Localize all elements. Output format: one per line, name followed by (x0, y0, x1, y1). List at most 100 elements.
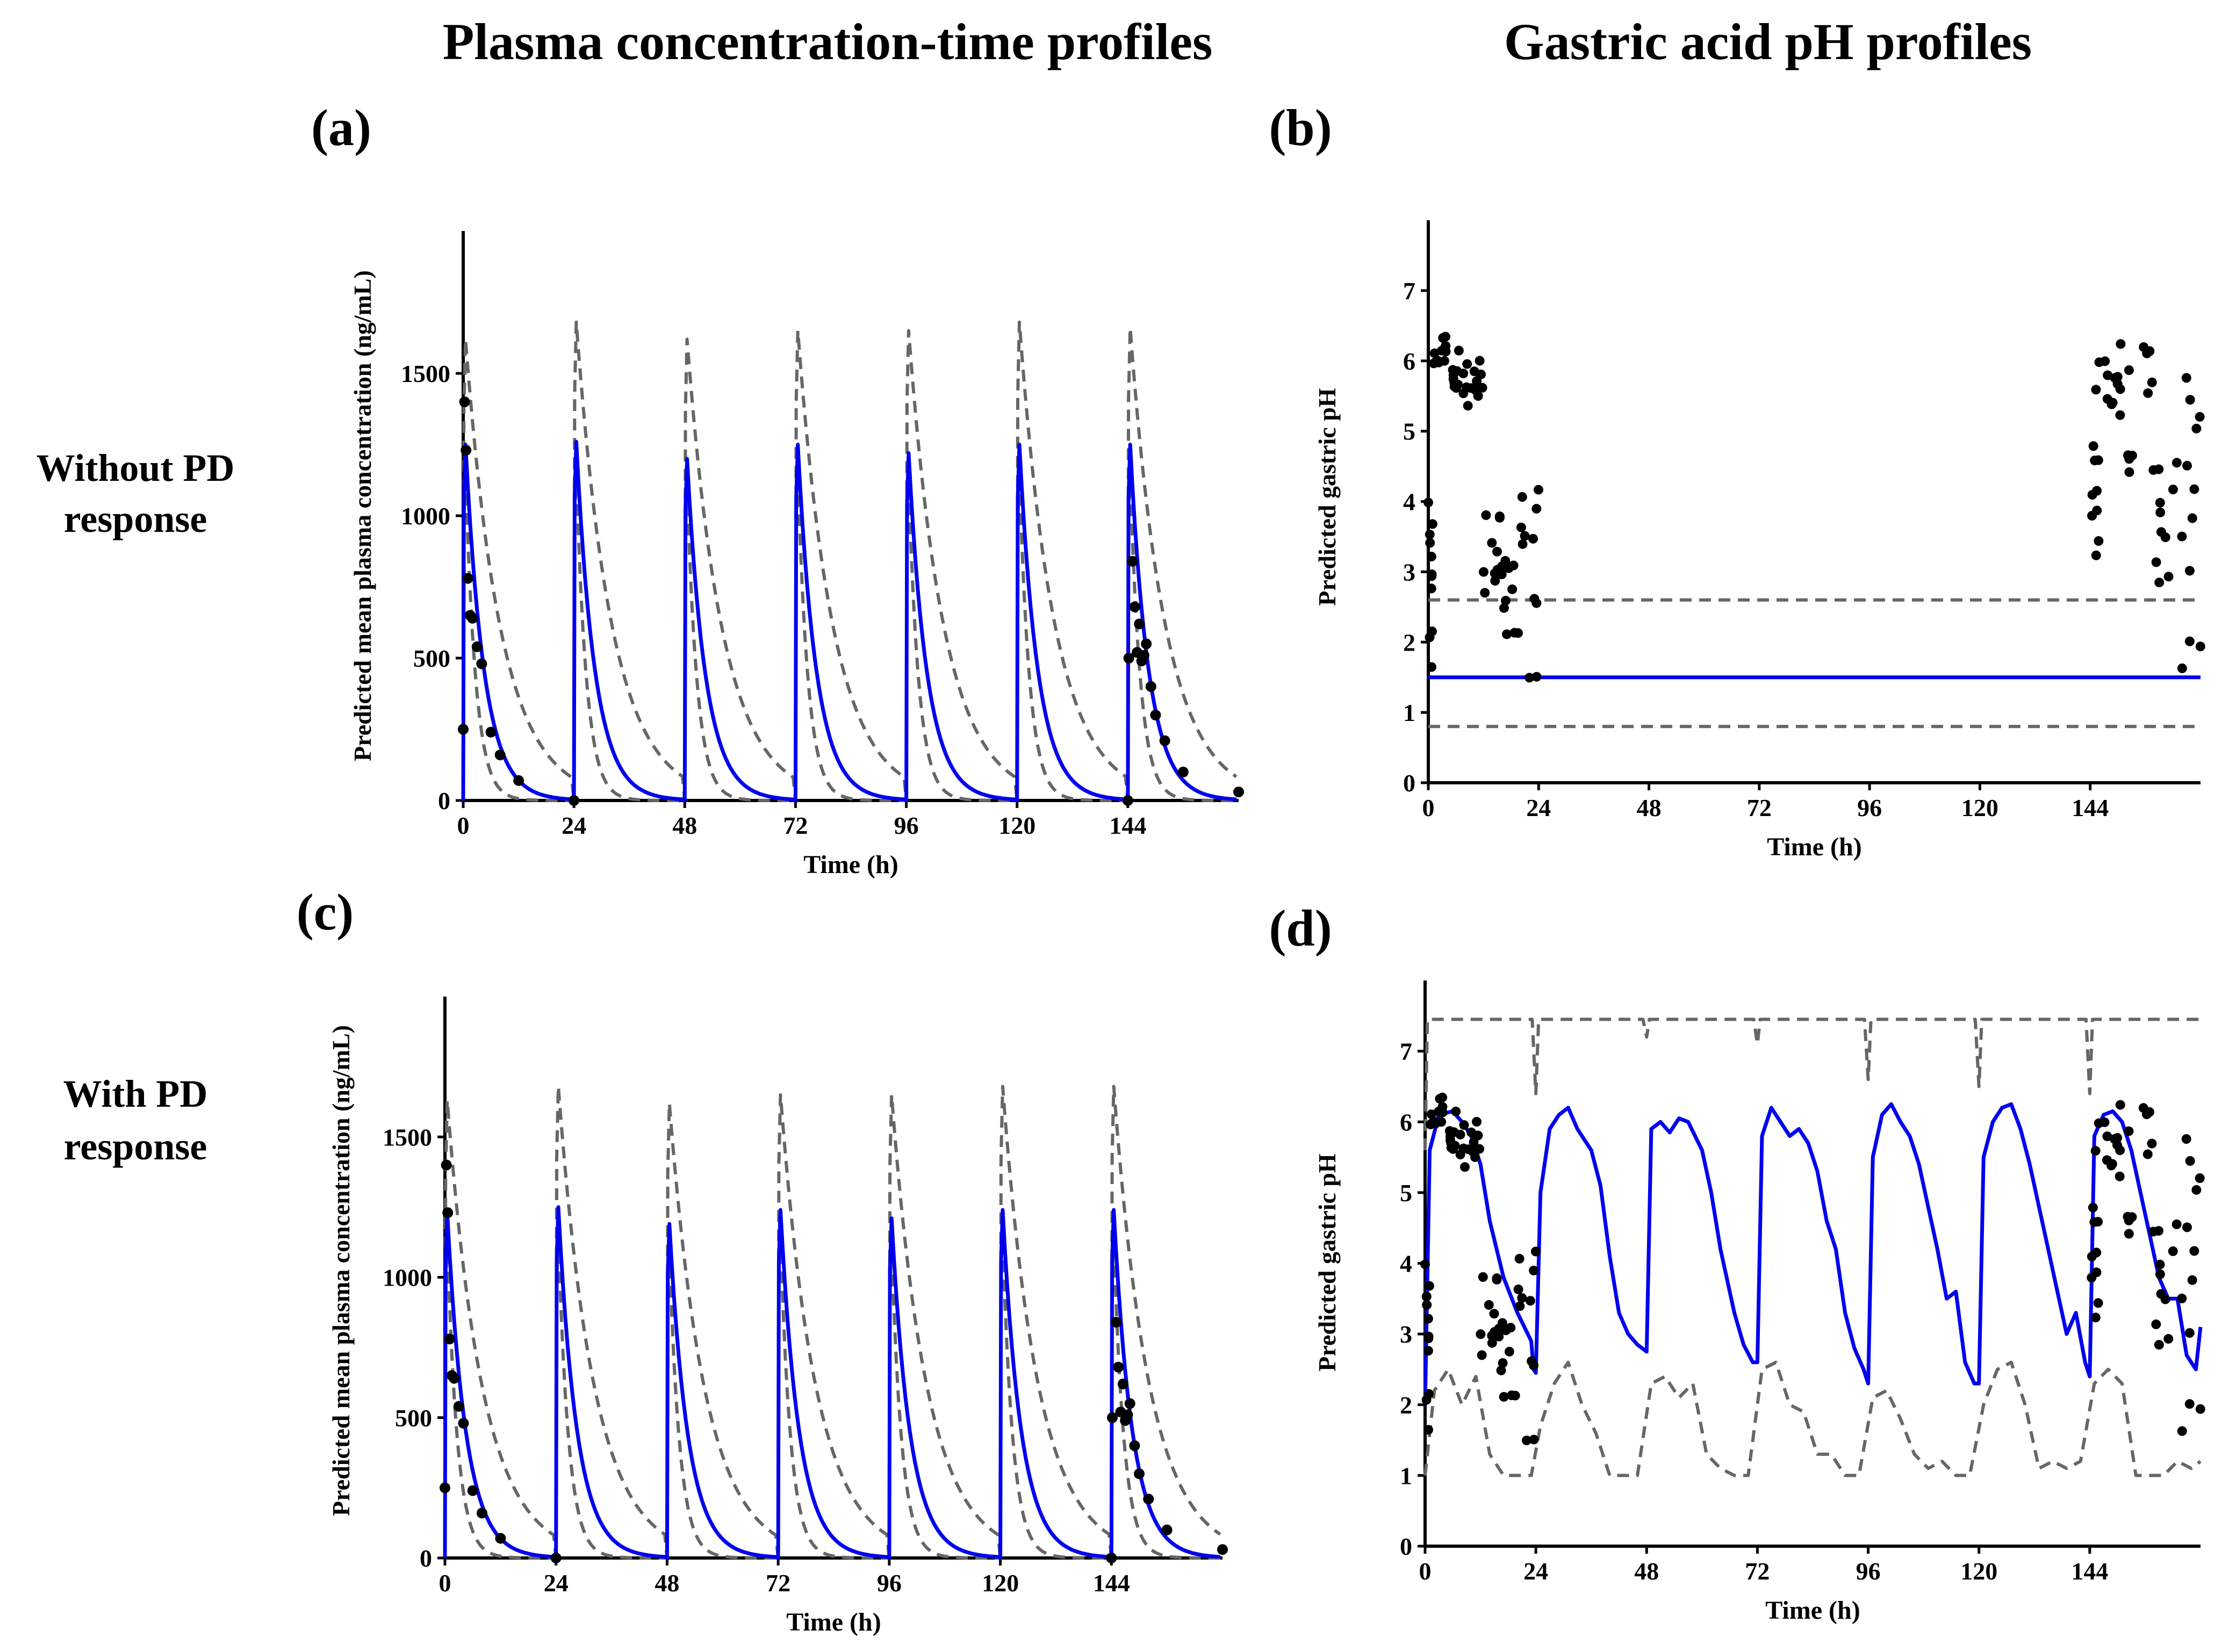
observed-point (1423, 1346, 1433, 1356)
upper-bound-line (1423, 1018, 2201, 1150)
x-tick-label: 48 (655, 1569, 679, 1597)
observed-point (2185, 395, 2195, 405)
y-tick-label: 500 (413, 645, 450, 672)
x-axis-title: Time (h) (803, 850, 898, 879)
observed-point (2154, 1226, 2163, 1236)
observed-point (1438, 333, 1448, 343)
observed-point (1423, 1314, 1433, 1324)
x-tick-label: 48 (672, 812, 697, 839)
observed-point (2155, 497, 2165, 508)
column-title-right: Gastric acid pH profiles (1504, 13, 2032, 70)
observed-point (1529, 1265, 1539, 1275)
observed-point (1466, 1127, 1477, 1137)
x-tick-label: 48 (1637, 794, 1662, 821)
observed-point (453, 1401, 464, 1412)
observed-point (2112, 379, 2123, 389)
x-tick-label: 24 (1526, 794, 1551, 821)
observed-point (2189, 484, 2199, 494)
observed-point (2127, 1212, 2137, 1222)
observed-point (1460, 1162, 1470, 1172)
observed-point (1517, 1293, 1527, 1303)
observed-point (2142, 1149, 2153, 1159)
observed-point (1517, 492, 1527, 502)
observed-point (2112, 1140, 2122, 1150)
x-tick-label: 96 (1856, 1557, 1881, 1585)
y-tick-label: 1500 (401, 360, 450, 387)
observed-point (2187, 1275, 2197, 1285)
observed-point (1458, 369, 1469, 379)
observed-point (1134, 618, 1145, 630)
observed-point (1520, 531, 1530, 541)
observed-point (2091, 550, 2101, 560)
observed-point (1427, 662, 1436, 672)
observed-point (1141, 638, 1152, 650)
observed-point (2160, 532, 2170, 543)
y-tick-label: 0 (1403, 769, 1415, 797)
mean-prediction-line (461, 439, 1236, 803)
x-axis-title: Time (h) (786, 1608, 881, 1636)
observed-point (2124, 467, 2134, 477)
x-tick-label: 144 (1093, 1569, 1130, 1597)
observed-point (1487, 1338, 1497, 1348)
observed-point (1106, 1553, 1117, 1563)
observed-point (2115, 1100, 2125, 1110)
y-tick-label: 500 (395, 1404, 432, 1432)
observed-point (1122, 795, 1133, 806)
y-tick-label: 0 (420, 1545, 432, 1572)
observed-point (1423, 1331, 1434, 1341)
y-axis-title: Predicted mean plasma concentration (ng/… (349, 270, 376, 761)
observed-point (1529, 1434, 1539, 1445)
row-label-top-line1: Without PD (37, 446, 235, 489)
observed-point (1138, 650, 1149, 661)
observed-point (1145, 681, 1156, 692)
y-tick-label: 0 (1400, 1533, 1412, 1560)
observed-point (2154, 1340, 2164, 1350)
lower-bound-line (1423, 1360, 2202, 1477)
observed-point (1515, 1301, 1525, 1311)
observed-point (1499, 603, 1509, 613)
observed-point (2155, 1269, 2165, 1279)
observed-point (494, 749, 506, 761)
observed-point (1426, 583, 1436, 594)
observed-point (1514, 1253, 1525, 1264)
observed-point (1513, 628, 1523, 638)
observed-point (2090, 1312, 2101, 1323)
observed-point (1427, 626, 1437, 637)
x-tick-label: 24 (1523, 1557, 1548, 1585)
y-tick-label: 2 (1400, 1391, 1412, 1419)
observed-point (462, 573, 473, 584)
observed-point (2089, 1217, 2099, 1227)
observed-point (1462, 359, 1472, 369)
row-label-top-line2: response (64, 497, 207, 540)
observed-point (2177, 1426, 2187, 1436)
x-axis-title: Time (h) (1767, 833, 1861, 861)
observed-point (440, 1482, 450, 1494)
observed-point (1150, 710, 1161, 720)
observed-point (2088, 1202, 2098, 1213)
observed-point (2168, 485, 2178, 495)
observed-point (1499, 1392, 1509, 1402)
observed-point (1496, 1365, 1506, 1375)
observed-point (1441, 347, 1451, 357)
observed-point (1429, 358, 1439, 369)
observed-point (2171, 1219, 2182, 1229)
observed-point (2124, 1229, 2134, 1239)
observed-point (2155, 1259, 2165, 1269)
mean-prediction-line (443, 1205, 1220, 1560)
observed-point (1510, 1390, 1520, 1401)
observed-point (2102, 1131, 2112, 1142)
observed-point (2124, 365, 2134, 375)
y-tick-label: 1500 (383, 1123, 432, 1151)
x-tick-label: 96 (1857, 794, 1882, 821)
observed-point (2181, 373, 2191, 383)
y-tick-label: 2 (1403, 629, 1415, 656)
y-tick-label: 1000 (401, 502, 450, 530)
observed-point (1134, 1468, 1145, 1480)
y-tick-label: 4 (1403, 488, 1415, 516)
x-tick-label: 24 (562, 812, 586, 839)
observed-point (1217, 1544, 1228, 1555)
observed-point (461, 445, 472, 456)
x-tick-label: 144 (1109, 812, 1146, 839)
observed-point (2163, 572, 2174, 582)
observed-point (1462, 382, 1472, 392)
